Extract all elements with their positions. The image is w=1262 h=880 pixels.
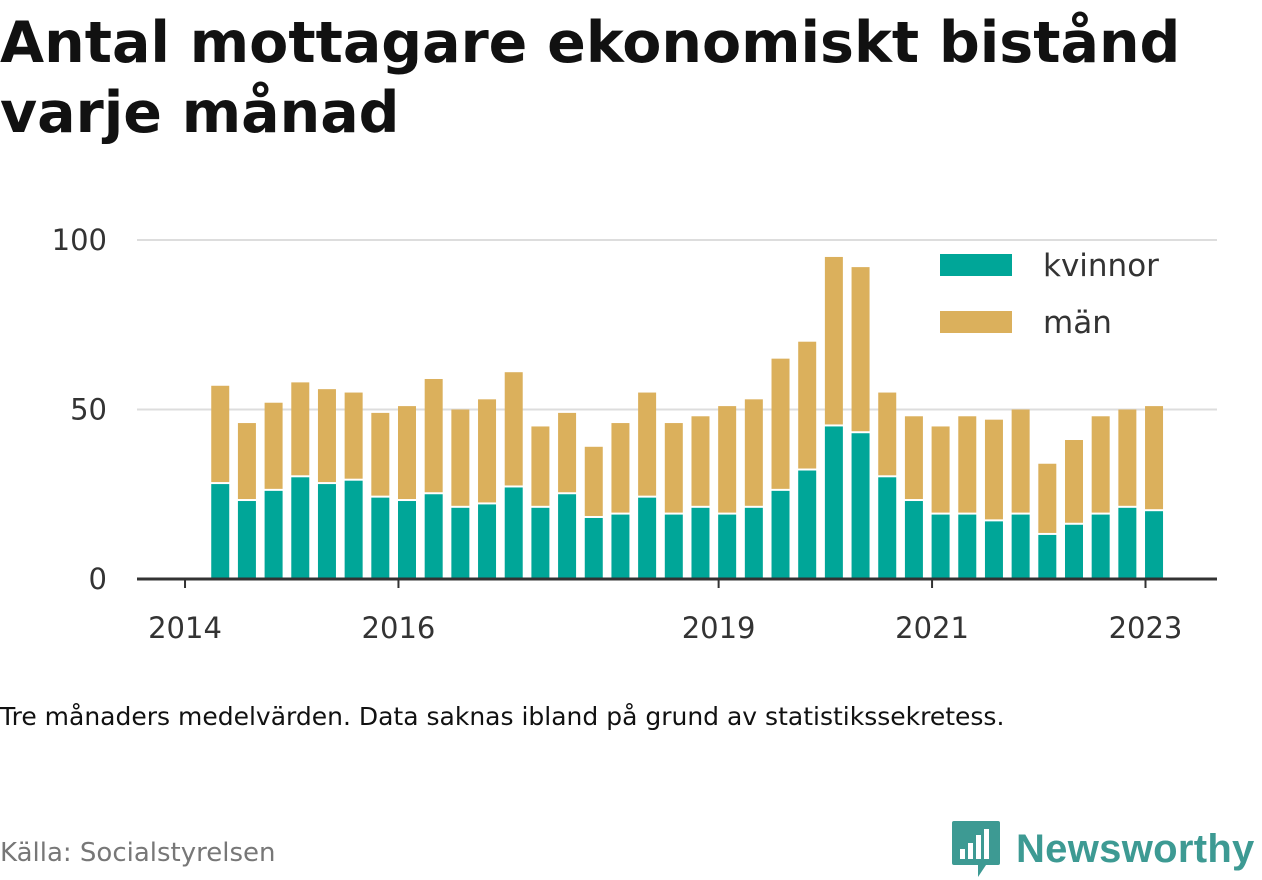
bar-kvinnor[interactable] <box>718 514 737 579</box>
bar-kvinnor[interactable] <box>984 521 1003 579</box>
bar-kvinnor[interactable] <box>264 490 283 579</box>
bar-kvinnor[interactable] <box>771 490 790 579</box>
bar-kvinnor[interactable] <box>1064 524 1083 579</box>
bar-kvinnor[interactable] <box>958 514 977 579</box>
bar-man[interactable] <box>691 416 710 506</box>
source-credit: Källa: Socialstyrelsen <box>0 838 276 868</box>
bar-kvinnor[interactable] <box>931 514 950 579</box>
brand-name: Newsworthy <box>1016 826 1255 871</box>
bar-man[interactable] <box>1011 409 1030 513</box>
bar-man[interactable] <box>424 378 443 493</box>
bar-man[interactable] <box>664 423 683 513</box>
bar-man[interactable] <box>317 389 336 483</box>
bar-man[interactable] <box>744 399 763 506</box>
bar-chart-speech-bubble-icon <box>952 821 1000 877</box>
bar-kvinnor[interactable] <box>1118 507 1137 579</box>
bar-man[interactable] <box>1038 463 1057 533</box>
chart-title: Antal mottagare ekonomiskt bistånd varje… <box>0 10 1181 146</box>
bar-kvinnor[interactable] <box>904 501 923 579</box>
bar-kvinnor[interactable] <box>237 501 256 579</box>
bar-man[interactable] <box>398 406 416 500</box>
bar-man[interactable] <box>638 392 657 496</box>
bar-man[interactable] <box>1091 416 1110 513</box>
bar-man[interactable] <box>718 406 737 513</box>
legend-label-kvinnor: kvinnor <box>1043 248 1159 284</box>
y-tick-label: 100 <box>52 223 107 257</box>
legend[interactable]: kvinnor män <box>922 242 1192 352</box>
legend-label-man: män <box>1043 305 1112 341</box>
bar-kvinnor[interactable] <box>664 514 683 579</box>
bar-man[interactable] <box>237 423 256 500</box>
bar-kvinnor[interactable] <box>504 487 523 579</box>
bar-kvinnor[interactable] <box>558 494 577 579</box>
bar-kvinnor[interactable] <box>478 504 497 579</box>
bar-kvinnor[interactable] <box>691 507 710 579</box>
x-tick-label: 2019 <box>682 611 756 645</box>
bar-kvinnor[interactable] <box>291 477 310 579</box>
x-tick-label: 2021 <box>895 611 969 645</box>
axes: 0 50 100 2014 2016 2019 2021 2023 <box>52 223 1217 645</box>
bar-man[interactable] <box>851 267 870 432</box>
bar-man[interactable] <box>504 372 523 486</box>
bar-kvinnor[interactable] <box>531 507 550 579</box>
bar-kvinnor[interactable] <box>1038 534 1057 579</box>
bar-kvinnor[interactable] <box>371 497 390 579</box>
bar-kvinnor[interactable] <box>584 517 603 579</box>
bar-kvinnor[interactable] <box>1011 514 1030 579</box>
bar-kvinnor[interactable] <box>211 484 230 579</box>
x-tick-label: 2016 <box>362 611 436 645</box>
bar-man[interactable] <box>1145 406 1164 510</box>
bar-kvinnor[interactable] <box>744 507 763 579</box>
bar-man[interactable] <box>291 382 310 476</box>
bar-kvinnor[interactable] <box>878 477 897 579</box>
bar-kvinnor[interactable] <box>824 426 843 579</box>
bar-kvinnor[interactable] <box>344 480 363 579</box>
legend-swatch-man <box>940 311 1012 333</box>
bar-man[interactable] <box>904 416 923 500</box>
y-tick-label: 0 <box>89 562 107 596</box>
legend-swatch-kvinnor <box>940 254 1012 276</box>
bar-man[interactable] <box>344 392 363 479</box>
bar-man[interactable] <box>984 419 1003 520</box>
bar-kvinnor[interactable] <box>1145 511 1164 579</box>
brand-logo[interactable]: Newsworthy <box>950 818 1255 880</box>
x-tick-label: 2023 <box>1109 611 1183 645</box>
bar-kvinnor[interactable] <box>317 484 336 579</box>
bar-man[interactable] <box>371 412 390 496</box>
bar-man[interactable] <box>584 446 603 516</box>
bar-kvinnor[interactable] <box>638 497 657 579</box>
grid-lines <box>137 239 1217 411</box>
bar-man[interactable] <box>771 358 790 489</box>
bar-man[interactable] <box>558 412 577 493</box>
bar-man[interactable] <box>478 399 497 503</box>
bar-man[interactable] <box>798 341 817 469</box>
bar-kvinnor[interactable] <box>611 514 630 579</box>
y-tick-label: 50 <box>70 393 107 427</box>
bar-kvinnor[interactable] <box>798 470 817 579</box>
chart: 0 50 100 2014 2016 2019 2021 2023 kvinnor män <box>52 223 1217 645</box>
bar-man[interactable] <box>931 426 950 513</box>
bar-kvinnor[interactable] <box>398 501 416 579</box>
bar-kvinnor[interactable] <box>451 507 470 579</box>
bar-man[interactable] <box>958 416 977 513</box>
chart-note: Tre månaders medelvärden. Data saknas ib… <box>0 702 1005 731</box>
bar-kvinnor[interactable] <box>851 433 870 579</box>
bar-man[interactable] <box>451 409 470 506</box>
bar-man[interactable] <box>824 256 843 425</box>
bar-man[interactable] <box>531 426 550 506</box>
bar-man[interactable] <box>611 423 630 513</box>
bars <box>211 256 1164 579</box>
bar-man[interactable] <box>264 402 283 489</box>
bar-kvinnor[interactable] <box>1091 514 1110 579</box>
bar-man[interactable] <box>1118 409 1137 506</box>
bar-man[interactable] <box>878 392 897 476</box>
bar-kvinnor[interactable] <box>424 494 443 579</box>
bar-man[interactable] <box>1064 440 1083 523</box>
bar-man[interactable] <box>211 385 230 483</box>
x-tick-label: 2014 <box>148 611 222 645</box>
